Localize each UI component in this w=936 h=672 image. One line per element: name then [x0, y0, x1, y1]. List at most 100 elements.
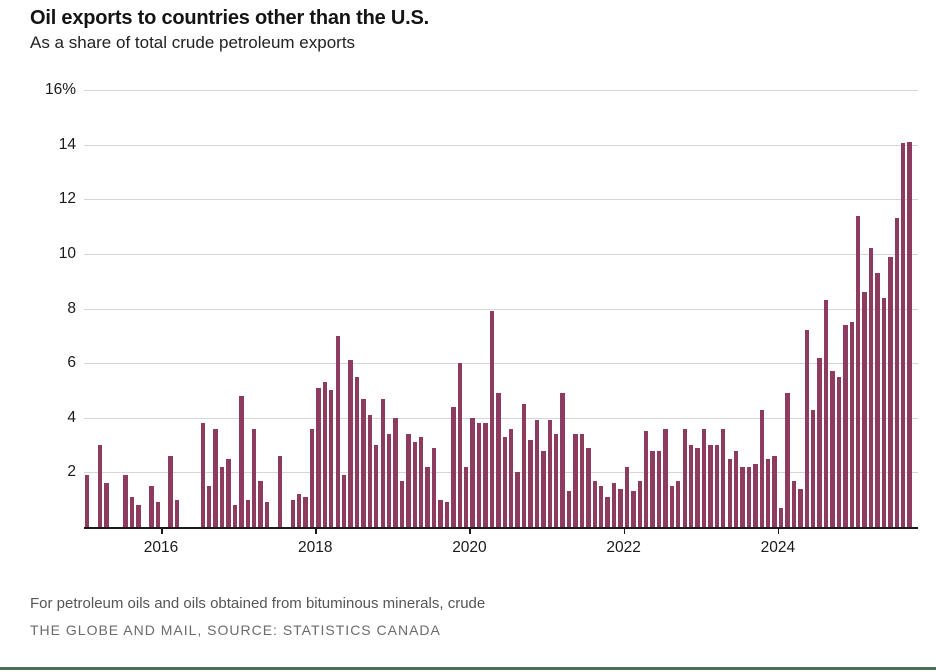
x-axis-tick	[161, 529, 163, 534]
bar	[836, 376, 842, 527]
bar	[811, 409, 816, 527]
x-axis-tick	[469, 529, 471, 534]
bar	[624, 466, 630, 527]
bar	[296, 494, 302, 527]
bar	[374, 445, 379, 527]
bar	[643, 431, 649, 527]
bar	[361, 398, 366, 527]
chart-subtitle: As a share of total crude petroleum expo…	[30, 33, 356, 52]
bar	[104, 483, 109, 527]
bar	[843, 324, 848, 527]
bar	[721, 428, 726, 527]
bar	[791, 480, 797, 527]
y-axis-label: 16%	[44, 81, 76, 98]
bar	[470, 417, 475, 527]
grid-line	[84, 472, 918, 474]
bar	[521, 404, 527, 527]
bar	[219, 466, 225, 527]
bar	[862, 292, 867, 527]
bar	[554, 434, 559, 527]
bar	[733, 450, 739, 527]
grid-line	[84, 363, 918, 365]
x-axis-tick	[315, 529, 317, 534]
y-axis-label: 12	[58, 190, 76, 208]
x-axis-label: 2018	[297, 539, 333, 556]
bar	[868, 248, 874, 527]
bar	[251, 428, 257, 527]
bar	[528, 439, 533, 527]
bar	[772, 455, 777, 527]
bar	[483, 423, 488, 527]
bar	[695, 447, 700, 527]
source-credit: THE GLOBE AND MAIL, SOURCE: STATISTICS C…	[30, 622, 441, 638]
grid-line	[84, 90, 918, 91]
bar	[425, 466, 430, 527]
bar	[84, 475, 90, 527]
bar	[444, 502, 450, 527]
y-axis-label: 8	[67, 299, 76, 317]
bar	[168, 455, 173, 527]
bar	[907, 141, 912, 527]
grid-line	[84, 199, 918, 201]
bar	[226, 458, 231, 527]
bar	[560, 393, 565, 527]
bar	[714, 445, 720, 527]
bar	[476, 423, 482, 527]
x-axis-baseline	[84, 527, 918, 529]
bar	[579, 434, 585, 527]
x-axis-label: 2020	[452, 539, 487, 556]
x-axis-tick	[623, 529, 626, 534]
bar	[547, 420, 552, 527]
bar	[753, 464, 758, 527]
bar	[341, 475, 347, 527]
y-axis-label: 14	[58, 135, 76, 153]
bar	[688, 445, 694, 527]
bar	[894, 218, 899, 527]
bar	[290, 499, 295, 527]
bar	[618, 488, 623, 527]
bar	[457, 363, 462, 527]
bar	[669, 486, 675, 527]
bar	[515, 472, 520, 527]
x-axis-tick	[777, 529, 780, 534]
bar	[650, 450, 655, 527]
bar	[496, 393, 501, 527]
bar	[541, 450, 546, 527]
bar	[656, 450, 662, 527]
bar	[451, 406, 456, 527]
bar	[901, 143, 906, 527]
bar	[155, 502, 160, 527]
bar	[785, 393, 790, 527]
bar	[200, 423, 205, 527]
bar	[502, 436, 507, 527]
bar	[592, 480, 597, 527]
bar	[174, 499, 180, 527]
y-axis-label: 10	[58, 244, 76, 262]
bar	[804, 330, 809, 527]
bar	[232, 505, 238, 527]
chart-title: Oil exports to countries other than the …	[30, 7, 430, 29]
grid-line	[84, 144, 918, 146]
bar	[97, 445, 103, 527]
bar	[586, 447, 591, 527]
bar	[740, 466, 745, 527]
bar	[406, 434, 411, 527]
bar	[245, 499, 250, 527]
bar	[335, 335, 340, 527]
bar	[277, 455, 283, 527]
bar	[856, 215, 861, 527]
bar	[489, 311, 495, 527]
bar	[438, 499, 443, 527]
bar	[367, 415, 373, 527]
bar	[322, 382, 328, 527]
bar	[875, 272, 880, 527]
bar	[727, 458, 732, 527]
bar	[766, 458, 771, 527]
bar	[708, 445, 713, 527]
x-axis-label: 2022	[606, 539, 641, 556]
bar	[778, 507, 784, 527]
bar	[823, 300, 829, 527]
y-axis-label: 4	[67, 408, 76, 426]
bar	[881, 297, 887, 527]
